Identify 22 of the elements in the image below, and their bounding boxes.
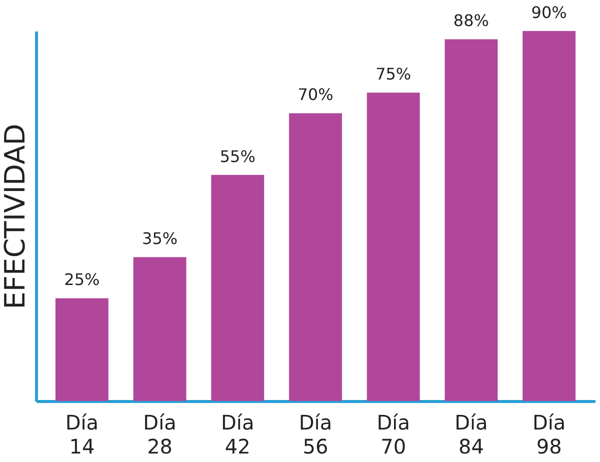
bar	[522, 31, 576, 401]
x-tick-label: Día 98	[532, 410, 566, 458]
bar	[366, 92, 420, 401]
data-label: 55%	[220, 146, 256, 166]
bar	[211, 174, 264, 401]
bar	[55, 298, 108, 401]
data-label: 88%	[453, 11, 489, 30]
data-label: 75%	[376, 64, 412, 84]
data-label: 90%	[531, 3, 567, 22]
data-label: 25%	[64, 270, 100, 290]
x-tick-label: Día 42	[221, 410, 254, 458]
x-tick-label: Día 70	[376, 410, 410, 458]
x-tick-label: Día 28	[143, 410, 176, 458]
bar	[444, 39, 498, 401]
bar	[289, 113, 342, 401]
data-label: 35%	[142, 229, 178, 248]
data-label: 70%	[298, 85, 334, 104]
bar	[133, 257, 186, 401]
y-axis-title: EFECTIVIDAD	[0, 124, 32, 310]
x-tick-label: Día 56	[298, 410, 332, 458]
x-tick-label: Día 84	[454, 410, 488, 458]
x-tick-label: Día 14	[65, 410, 99, 458]
